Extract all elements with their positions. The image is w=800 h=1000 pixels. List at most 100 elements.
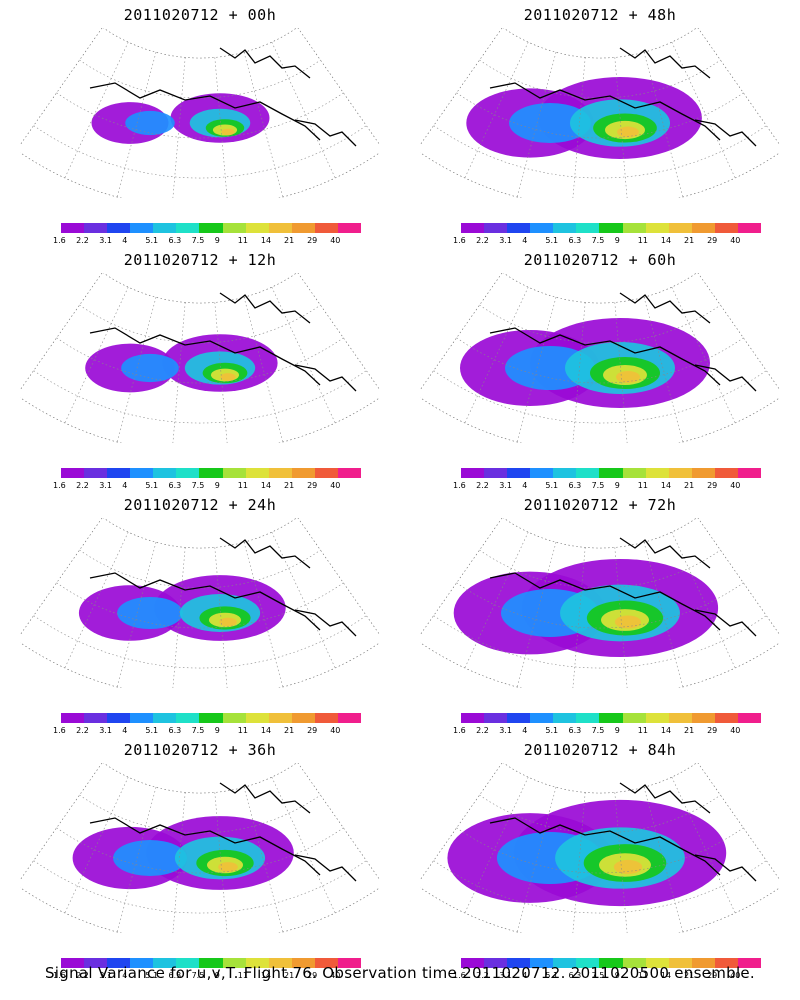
colorbar-swatch (737, 958, 762, 968)
colorbar-swatch (314, 713, 338, 723)
colorbar-swatch (337, 713, 362, 723)
colorbar-swatch (222, 468, 246, 478)
colorbar-swatch (314, 223, 338, 233)
colorbar (461, 468, 762, 478)
colorbar-label: 7.5 (191, 481, 205, 490)
colorbar-label: 40 (330, 481, 341, 490)
colorbar-swatch (84, 223, 108, 233)
colorbar-label: 7.5 (191, 726, 205, 735)
colorbar-swatch (245, 468, 269, 478)
colorbar-label: 9 (614, 481, 620, 490)
colorbar-swatch (507, 223, 531, 233)
colorbar-label: 40 (730, 971, 741, 980)
colorbar-swatch (314, 958, 338, 968)
colorbar-swatch (291, 468, 315, 478)
colorbar-label: 6.3 (568, 481, 582, 490)
panel-84h: 2011020712 + 84h 1.6 2.2 3.1 4 5.1 6.3 7.5 9 11 1… (400, 735, 800, 980)
colorbar-label: 3.1 (499, 726, 512, 735)
colorbar-label: 3.1 (499, 481, 512, 490)
colorbar-label: 7.5 (191, 971, 205, 980)
colorbar (61, 958, 362, 968)
colorbar-label: 4 (122, 481, 128, 490)
colorbar-label: 7.5 (591, 481, 605, 490)
colorbar-swatch (176, 223, 200, 233)
colorbar-swatch (714, 468, 738, 478)
colorbar (461, 223, 762, 233)
colorbar-label: 29 (707, 481, 718, 490)
colorbar-label: 4 (522, 481, 528, 490)
panel-title: 2011020712 + 00h (123, 6, 277, 24)
colorbar-labels: 1.6 2.2 3.1 4 5.1 6.3 7.5 9 11 14 21 29 40 (447, 481, 767, 491)
colorbar-swatch (668, 223, 692, 233)
colorbar-swatch (461, 958, 485, 968)
colorbar-swatch (268, 958, 292, 968)
colorbar-swatch (668, 958, 692, 968)
colorbar-swatch (553, 958, 577, 968)
colorbar-swatch (107, 468, 131, 478)
colorbar-swatch (737, 468, 762, 478)
colorbar-label: 11 (637, 971, 648, 980)
colorbar-swatch (222, 713, 246, 723)
colorbar-label: 29 (307, 726, 318, 735)
colorbar-swatch (691, 958, 715, 968)
colorbar-label: 1.6 (453, 236, 466, 245)
map-plot (420, 28, 780, 198)
colorbar-swatch (576, 223, 600, 233)
colorbar-label: 1.6 (453, 481, 466, 490)
colorbar-labels: 1.6 2.2 3.1 4 5.1 6.3 7.5 9 11 14 21 29 40 (47, 236, 367, 246)
colorbar-label: 9 (214, 481, 220, 490)
colorbar-label: 1.6 (453, 726, 466, 735)
panel-24h: 2011020712 + 24h 1.6 2.2 3.1 4 5.1 6.3 7.5 9 11 1… (0, 490, 400, 735)
colorbar-label: 4 (122, 971, 128, 980)
colorbar-label: 5.1 (545, 481, 559, 490)
colorbar-swatch (691, 223, 715, 233)
colorbar-label: 7.5 (591, 236, 605, 245)
map-plot (420, 518, 780, 688)
colorbar-label: 6.3 (168, 236, 182, 245)
colorbar-label: 14 (260, 481, 272, 490)
colorbar-swatch (714, 713, 738, 723)
colorbar-swatch (291, 713, 315, 723)
panel-00h: 2011020712 + 00h 1.6 2.2 3.1 4 5.1 6.3 7.5 9 11 1… (0, 0, 400, 245)
colorbar-label: 4 (522, 726, 528, 735)
colorbar-swatch (107, 958, 131, 968)
panel-title: 2011020712 + 72h (523, 496, 677, 514)
colorbar-label: 21 (284, 236, 295, 245)
colorbar-swatch (61, 223, 85, 233)
colorbar-swatch (199, 223, 223, 233)
colorbar-labels: 1.6 2.2 3.1 4 5.1 6.3 7.5 9 11 14 21 29 40 (447, 971, 767, 981)
colorbar-swatch (645, 958, 669, 968)
colorbar-swatch (84, 713, 108, 723)
colorbar-swatch (530, 713, 554, 723)
colorbar-swatch (484, 223, 508, 233)
colorbar-swatch (714, 958, 738, 968)
colorbar-label: 29 (307, 236, 318, 245)
colorbar-label: 11 (237, 726, 248, 735)
colorbar-label: 7.5 (591, 971, 605, 980)
colorbar-swatch (484, 468, 508, 478)
colorbar-swatch (61, 468, 85, 478)
colorbar-swatch (530, 958, 554, 968)
colorbar-label: 4 (522, 236, 528, 245)
colorbar-swatch (84, 468, 108, 478)
colorbar-swatch (337, 223, 362, 233)
map-plot (20, 28, 380, 198)
colorbar-label: 14 (660, 481, 672, 490)
colorbar-label: 9 (614, 971, 620, 980)
colorbar-swatch (599, 713, 623, 723)
colorbar-label: 14 (260, 726, 272, 735)
colorbar-swatch (599, 223, 623, 233)
colorbar-label: 6.3 (568, 236, 582, 245)
panel-title: 2011020712 + 60h (523, 251, 677, 269)
panel-title: 2011020712 + 24h (123, 496, 277, 514)
colorbar-label: 9 (614, 726, 620, 735)
colorbar-label: 21 (684, 971, 695, 980)
colorbar-swatch (199, 713, 223, 723)
colorbar-label: 9 (214, 236, 220, 245)
colorbar-label: 14 (660, 236, 672, 245)
colorbar-label: 7.5 (591, 726, 605, 735)
colorbar-swatch (245, 223, 269, 233)
colorbar-swatch (153, 713, 177, 723)
colorbar-label: 3.1 (99, 971, 112, 980)
colorbar-swatch (622, 223, 646, 233)
